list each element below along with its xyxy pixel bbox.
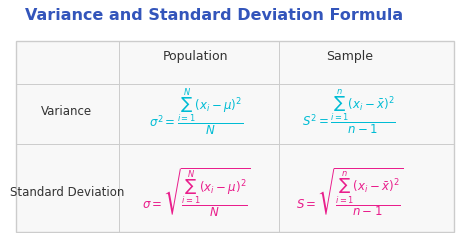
Text: $\sigma = \sqrt{\dfrac{\sum_{i=1}^{N}(x_i-\mu)^2}{N}}$: $\sigma = \sqrt{\dfrac{\sum_{i=1}^{N}(x_… <box>142 166 250 219</box>
Text: Sample: Sample <box>326 50 373 63</box>
FancyBboxPatch shape <box>16 41 455 232</box>
Text: Variance: Variance <box>41 105 92 118</box>
Text: $\sigma^2 = \dfrac{\sum_{i=1}^{N}(x_i-\mu)^2}{N}$: $\sigma^2 = \dfrac{\sum_{i=1}^{N}(x_i-\m… <box>149 86 243 137</box>
Text: $S = \sqrt{\dfrac{\sum_{i=1}^{n}(x_i-\bar{x})^2}{n-1}}$: $S = \sqrt{\dfrac{\sum_{i=1}^{n}(x_i-\ba… <box>295 167 403 218</box>
Text: Population: Population <box>163 50 229 63</box>
Text: $S^2 = \dfrac{\sum_{i=1}^{n}(x_i-\bar{x})^2}{n-1}$: $S^2 = \dfrac{\sum_{i=1}^{n}(x_i-\bar{x}… <box>302 88 396 136</box>
Text: Variance and Standard Deviation Formula: Variance and Standard Deviation Formula <box>25 8 403 23</box>
Text: Standard Deviation: Standard Deviation <box>9 186 124 199</box>
